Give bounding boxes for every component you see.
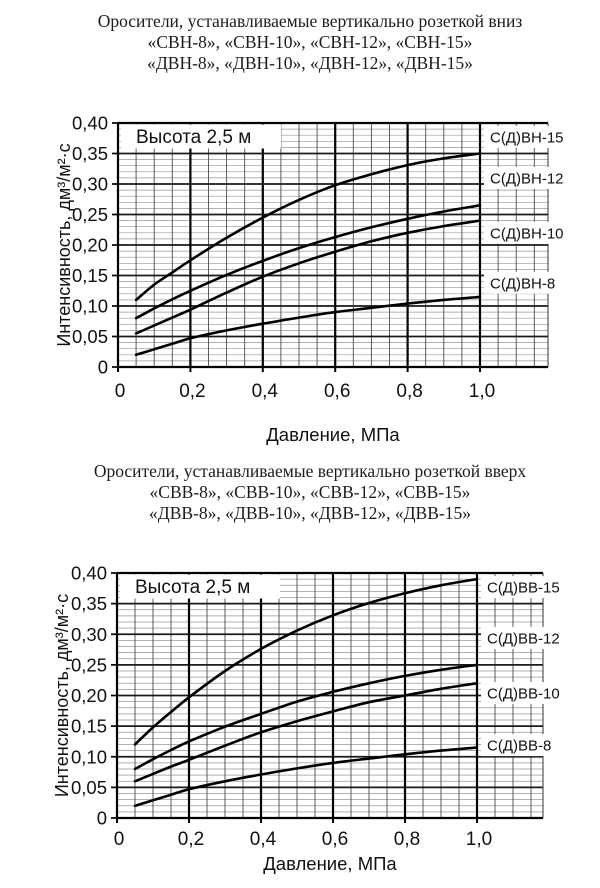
series-label-0: С(Д)ВН-15 — [484, 126, 584, 149]
y-tick-label: 0,15 — [72, 265, 108, 286]
y-tick-label: 0,30 — [72, 174, 108, 195]
y-axis-title: Интенсивность, дм³/м²·с — [52, 594, 72, 797]
x-tick-label: 0,4 — [250, 829, 277, 850]
chart-rosette-up: Высота 2,5 м С(Д)ВВ-15 С(Д)ВВ-12 С(Д)ВВ-10 С… — [52, 563, 581, 874]
grid — [112, 122, 548, 372]
y-tick-label: 0,05 — [71, 777, 107, 798]
plot-frame — [116, 121, 549, 369]
x-tick-label: 1,0 — [469, 381, 495, 402]
title-rosette-down: Оросители, устанавливаемые вертикально р… — [30, 11, 590, 74]
series-label-box — [484, 126, 584, 149]
series-label-text: С(Д)ВВ-15 — [487, 580, 560, 597]
y-tick-label: 0,40 — [71, 563, 107, 584]
series-label-box — [481, 682, 581, 705]
x-tick-label: 0 — [115, 381, 126, 402]
series-label-box — [481, 576, 581, 599]
x-tick-label: 0,2 — [178, 829, 204, 850]
annotation-text: Высота 2,5 м — [135, 577, 250, 598]
series-label-box — [484, 166, 584, 189]
x-tick-label: 0,6 — [324, 381, 350, 402]
y-axis-title: Интенсивность, дм³/м²·с — [54, 143, 74, 346]
x-tick-label: 0,2 — [179, 381, 205, 402]
curve-series-3 — [133, 746, 479, 808]
y-tick-label: 0,25 — [72, 204, 108, 225]
title-models-d: «ДВВ-8», «ДВВ-10», «ДВВ-12», «ДВВ-15» — [149, 503, 471, 523]
series-label-1: С(Д)ВН-12 — [484, 166, 584, 189]
y-tick-label: 0,35 — [72, 143, 108, 164]
title-models-s: «СВН-8», «СВН-10», «СВН-12», «СВН-15» — [147, 32, 473, 52]
x-tick-label: 0,4 — [252, 381, 279, 402]
curve-series-2 — [133, 682, 479, 783]
annotation-height: Высота 2,5 м — [120, 574, 280, 599]
chart-rosette-down: Высота 2,5 м С(Д)ВН-15 С(Д)ВН-12 С(Д)ВН-10 С… — [54, 113, 584, 445]
y-tick-label: 0,05 — [72, 326, 108, 347]
y-tick-label: 0,10 — [72, 296, 108, 317]
series-label-box — [481, 734, 581, 757]
y-tick-label: 0,30 — [71, 624, 107, 645]
x-tick-label: 0,8 — [394, 829, 420, 850]
series-label-3: С(Д)ВВ-8 — [481, 734, 581, 757]
y-tick-label: 0,20 — [72, 235, 108, 256]
series-label-1: С(Д)ВВ-12 — [481, 626, 581, 649]
x-tick-label: 1,0 — [466, 829, 492, 850]
series-label-text: С(Д)ВВ-8 — [487, 738, 551, 755]
title-rosette-up: Оросители, устанавливаемые вертикально р… — [30, 461, 590, 524]
y-tick-label: 0,10 — [71, 746, 107, 767]
y-tick-label: 0,15 — [71, 716, 107, 737]
series-label-box — [484, 271, 584, 294]
series-label-2: С(Д)ВВ-10 — [481, 682, 581, 705]
curve-series-3 — [134, 295, 482, 357]
y-axis-labels: 0 0,05 0,10 0,15 0,20 0,25 0,30 0,35 0,40 — [71, 563, 107, 829]
y-tick-label: 0,35 — [71, 593, 107, 614]
series-label-text: С(Д)ВВ-12 — [487, 630, 560, 647]
series-label-2: С(Д)ВН-10 — [484, 221, 584, 244]
grid — [111, 572, 543, 823]
series-label-0: С(Д)ВВ-15 — [481, 576, 581, 599]
x-axis-labels: 0 0,2 0,4 0,6 0,8 1,0 — [115, 381, 496, 402]
series-label-box — [481, 626, 581, 649]
series-label-box — [484, 221, 584, 244]
annotation-height: Высота 2,5 м — [121, 124, 281, 149]
series-label-text: С(Д)ВН-8 — [490, 275, 555, 292]
x-axis-title: Давление, МПа — [266, 424, 400, 445]
x-tick-label: 0,8 — [396, 381, 422, 402]
x-axis-title: Давление, МПа — [263, 853, 397, 874]
title-models-d: «ДВН-8», «ДВН-10», «ДВН-12», «ДВН-15» — [147, 53, 473, 73]
curve-series-2 — [134, 219, 482, 335]
x-tick-label: 0,6 — [322, 829, 348, 850]
y-tick-label: 0,25 — [71, 654, 107, 675]
curves — [134, 152, 482, 357]
series-label-text: С(Д)ВН-12 — [490, 170, 564, 187]
y-tick-label: 0 — [98, 357, 108, 378]
curve-series-0 — [134, 152, 482, 302]
annotation-box — [120, 574, 280, 599]
title-line: Оросители, устанавливаемые вертикально р… — [93, 461, 527, 481]
series-label-3: С(Д)ВН-8 — [484, 271, 584, 294]
series-label-text: С(Д)ВН-10 — [490, 225, 564, 242]
x-tick-label: 0 — [114, 829, 125, 850]
title-models-s: «СВВ-8», «СВВ-10», «СВВ-12», «СВВ-15» — [149, 482, 471, 502]
curve-series-0 — [133, 577, 479, 746]
y-tick-label: 0,40 — [72, 113, 108, 134]
curve-series-1 — [134, 204, 482, 320]
annotation-box — [121, 124, 281, 149]
y-axis-labels: 0 0,05 0,10 0,15 0,20 0,25 0,30 0,35 0,40 — [72, 113, 108, 378]
series-label-text: С(Д)ВН-15 — [490, 130, 564, 147]
y-tick-label: 0 — [97, 808, 107, 829]
annotation-text: Высота 2,5 м — [136, 127, 251, 148]
curve-series-1 — [133, 663, 479, 771]
title-line: Оросители, устанавливаемые вертикально р… — [97, 11, 523, 31]
y-tick-label: 0,20 — [71, 685, 107, 706]
x-axis-labels: 0 0,2 0,4 0,6 0,8 1,0 — [114, 829, 493, 850]
series-label-text: С(Д)ВВ-10 — [487, 686, 560, 703]
curves — [133, 577, 479, 808]
